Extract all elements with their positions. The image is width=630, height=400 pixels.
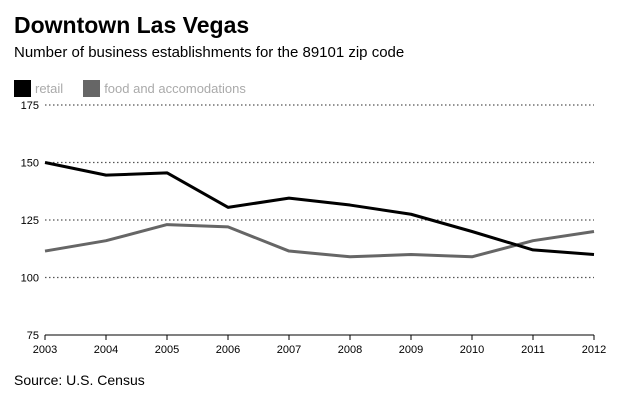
legend-label-retail: retail — [35, 81, 64, 96]
x-tick-label-2012: 2012 — [582, 344, 606, 356]
y-tick-label-175: 175 — [21, 100, 39, 112]
legend-label-food: food and accomodations — [104, 81, 246, 96]
legend: retail food and accomodations — [14, 80, 266, 97]
x-tick-label-2003: 2003 — [33, 344, 57, 356]
series-line-food-and-accomodations — [44, 223, 595, 259]
x-tick-label-2005: 2005 — [155, 344, 179, 356]
x-tick-label-2008: 2008 — [338, 344, 362, 356]
y-tick-label-125: 125 — [21, 215, 39, 227]
x-tick-label-2009: 2009 — [399, 344, 423, 356]
x-tick-label-2006: 2006 — [216, 344, 240, 356]
x-tick-label-2011: 2011 — [521, 344, 545, 356]
legend-item-retail: retail — [14, 80, 63, 97]
y-tick-label-100: 100 — [21, 273, 39, 285]
legend-item-food: food and accomodations — [83, 80, 246, 97]
legend-swatch-retail — [14, 80, 31, 97]
x-tick-label-2010: 2010 — [460, 344, 484, 356]
x-tick-label-2007: 2007 — [277, 344, 301, 356]
chart-subtitle: Number of business establishments for th… — [14, 44, 405, 61]
source-note: Source: U.S. Census — [14, 372, 145, 388]
chart-title: Downtown Las Vegas — [14, 12, 250, 38]
y-tick-label-75: 75 — [27, 330, 39, 342]
x-tick-label-2004: 2004 — [94, 344, 118, 356]
series-line-retail — [44, 161, 595, 256]
legend-swatch-food — [83, 80, 101, 97]
y-tick-label-150: 150 — [21, 158, 39, 170]
